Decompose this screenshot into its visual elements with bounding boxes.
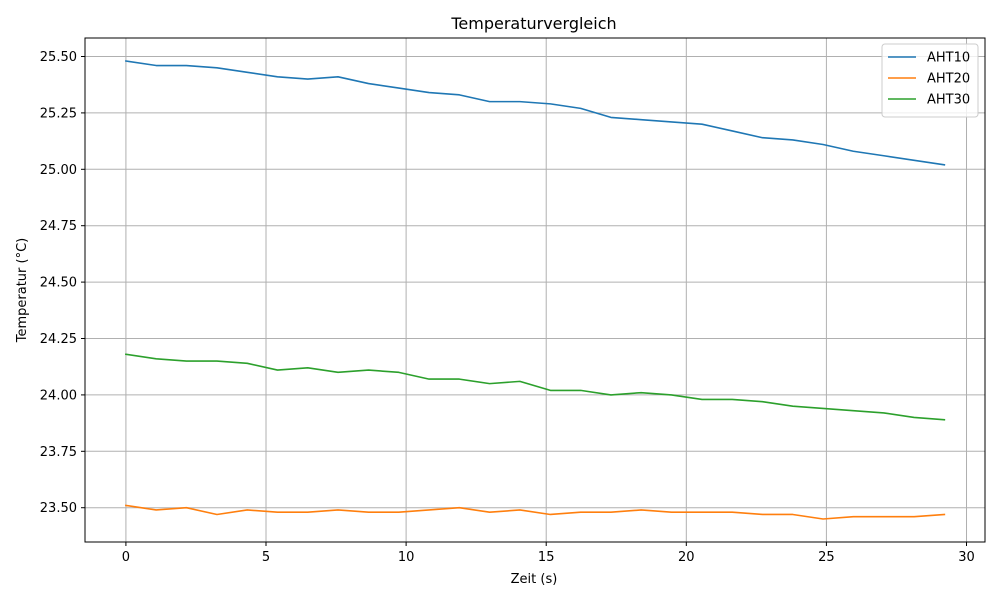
y-tick-label: 23.50 <box>40 501 77 516</box>
legend-label: AHT30 <box>927 93 970 108</box>
y-tick-label: 25.00 <box>40 163 77 178</box>
series-line-aht20 <box>125 504 946 520</box>
x-tick-label: 20 <box>678 550 695 565</box>
y-tick-label: 24.50 <box>40 276 77 291</box>
legend-label: AHT10 <box>927 51 970 66</box>
x-axis-ticks: 0 5 10 15 20 25 30 <box>122 542 975 565</box>
legend-label: AHT20 <box>927 72 970 87</box>
y-tick-label: 24.00 <box>40 388 77 403</box>
y-tick-label: 25.50 <box>40 50 77 65</box>
x-tick-label: 15 <box>538 550 555 565</box>
y-tick-label: 24.25 <box>40 332 77 347</box>
x-tick-label: 25 <box>818 550 835 565</box>
legend: AHT10 AHT20 AHT30 <box>881 43 979 118</box>
y-axis-ticks: 23.50 23.75 24.00 24.25 24.50 24.75 25.00 25.25… <box>40 50 85 516</box>
y-axis-label: Temperatur (°C) <box>15 238 30 344</box>
x-tick-label: 10 <box>398 550 415 565</box>
series-lines <box>125 60 946 520</box>
y-tick-label: 24.75 <box>40 219 77 234</box>
y-tick-label: 23.75 <box>40 445 77 460</box>
x-tick-label: 5 <box>262 550 270 565</box>
x-tick-label: 0 <box>122 550 130 565</box>
series-line-aht30 <box>125 353 946 421</box>
series-line-aht10 <box>125 60 946 166</box>
x-tick-label: 30 <box>958 550 975 565</box>
y-tick-label: 25.25 <box>40 106 77 121</box>
x-axis-label: Zeit (s) <box>511 572 558 587</box>
plot-frame <box>84 37 986 543</box>
chart-title: Temperaturvergleich <box>450 14 616 33</box>
grid <box>85 38 985 542</box>
